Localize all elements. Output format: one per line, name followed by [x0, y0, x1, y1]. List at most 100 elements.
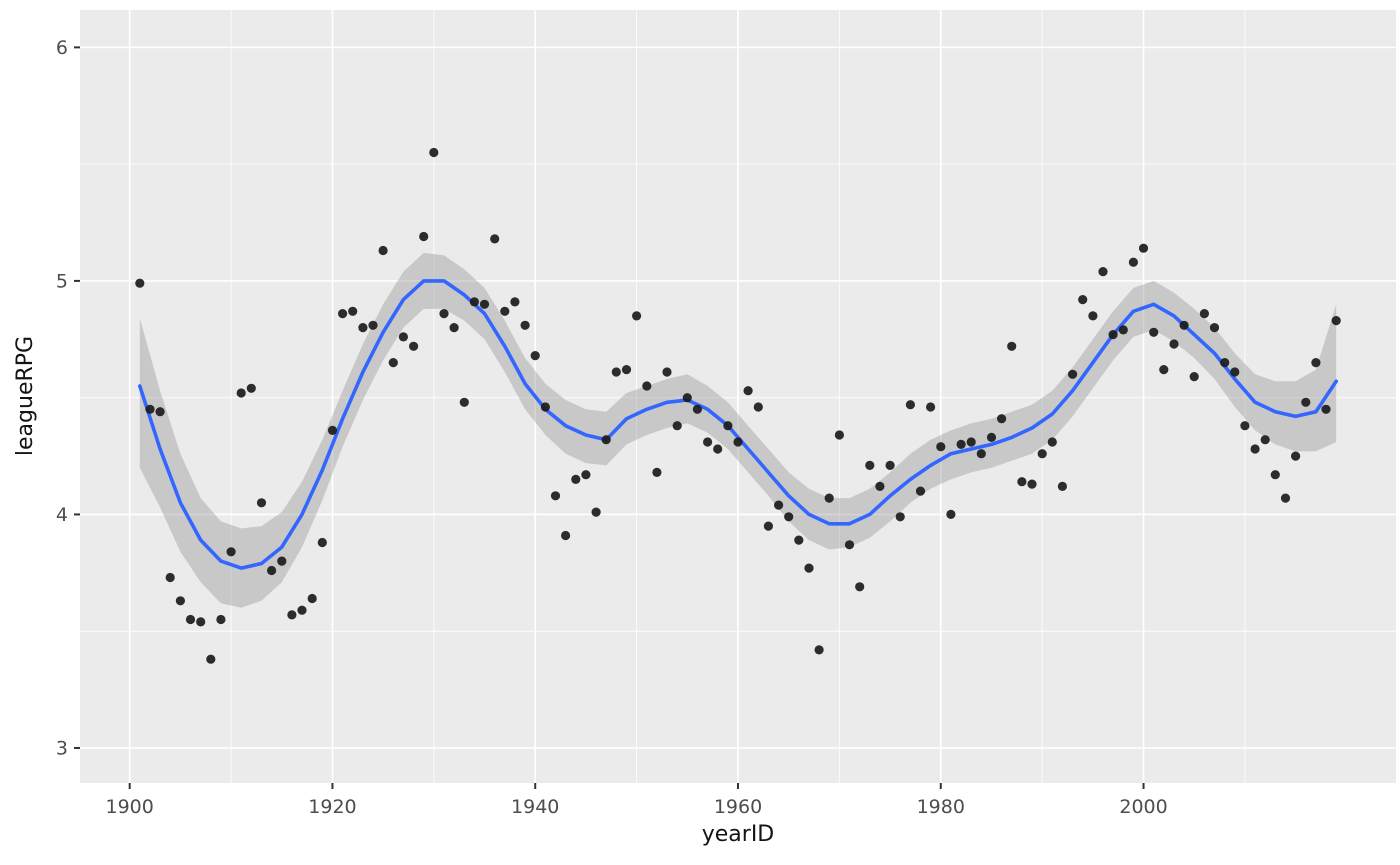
x-tick-label: 1960 — [714, 796, 762, 818]
data-point — [1321, 404, 1331, 414]
confidence-ribbon — [139, 252, 1337, 608]
data-point — [1017, 477, 1027, 487]
data-point — [1250, 444, 1260, 454]
data-point — [520, 320, 530, 330]
data-point — [510, 297, 520, 307]
data-point — [1159, 365, 1169, 375]
data-point — [601, 435, 611, 445]
data-point — [196, 617, 206, 627]
data-point — [814, 645, 824, 655]
x-axis-title: yearID — [701, 822, 775, 847]
data-point — [632, 311, 642, 321]
data-point — [206, 654, 216, 664]
data-point — [743, 386, 753, 396]
data-point — [1209, 323, 1220, 333]
data-point — [550, 491, 561, 501]
data-point — [905, 400, 916, 410]
y-tick-label: 6 — [56, 37, 68, 59]
y-tick-label: 4 — [56, 504, 68, 526]
data-point — [723, 421, 733, 431]
data-point — [753, 402, 763, 412]
data-point — [135, 278, 145, 288]
data-point — [388, 358, 398, 368]
data-point — [1331, 316, 1341, 326]
data-point — [1291, 451, 1301, 461]
data-point — [449, 323, 459, 333]
data-point — [338, 309, 348, 319]
scatter-points — [135, 147, 1341, 664]
data-point — [185, 614, 196, 625]
data-point — [1189, 372, 1199, 382]
data-point — [885, 460, 895, 470]
data-point — [784, 512, 794, 522]
data-point — [317, 537, 327, 548]
data-point — [1037, 449, 1047, 459]
data-point — [1047, 437, 1057, 447]
data-point — [926, 402, 936, 412]
data-point — [287, 610, 297, 620]
data-point — [277, 556, 287, 566]
data-point — [986, 432, 997, 442]
data-point — [997, 414, 1007, 424]
data-point — [500, 306, 510, 316]
data-point — [1179, 320, 1189, 330]
data-point — [145, 404, 155, 414]
data-point — [561, 530, 571, 541]
data-point — [763, 521, 774, 531]
data-point — [936, 442, 946, 452]
data-point — [703, 437, 713, 447]
data-point — [1280, 493, 1291, 503]
data-point — [946, 509, 956, 519]
data-point — [490, 234, 500, 244]
data-point — [1311, 358, 1321, 368]
data-point — [1220, 358, 1230, 368]
grid-major — [80, 10, 1396, 783]
data-point — [642, 381, 652, 391]
x-tick-label: 1900 — [105, 796, 153, 818]
data-point — [348, 306, 358, 316]
y-tick-label: 3 — [56, 737, 68, 759]
data-point — [378, 245, 388, 256]
data-point — [1270, 470, 1280, 480]
data-point — [571, 474, 581, 484]
data-point — [976, 449, 986, 459]
data-point — [1098, 267, 1108, 277]
data-point — [540, 402, 551, 412]
data-point — [824, 493, 834, 503]
data-point — [175, 596, 185, 606]
data-point — [236, 388, 246, 398]
x-tick-label: 1940 — [511, 796, 559, 818]
x-tick-label: 1980 — [917, 796, 965, 818]
data-point — [1118, 325, 1128, 335]
data-point — [226, 547, 236, 557]
data-point — [165, 572, 175, 583]
data-point — [966, 437, 976, 447]
data-point — [895, 512, 905, 522]
data-point — [591, 507, 601, 517]
data-point — [834, 430, 845, 440]
data-point — [1108, 330, 1118, 340]
data-point — [1057, 481, 1067, 491]
data-point — [479, 299, 490, 309]
data-point — [1260, 435, 1270, 445]
data-point — [733, 437, 743, 447]
data-point — [844, 540, 855, 550]
data-point — [713, 444, 723, 454]
data-point — [1169, 339, 1179, 349]
data-point — [216, 614, 226, 625]
x-tick-label: 1920 — [308, 796, 356, 818]
data-point — [1027, 479, 1037, 489]
data-point — [327, 425, 338, 435]
data-point — [155, 407, 165, 417]
data-point — [692, 404, 703, 414]
data-point — [439, 309, 449, 319]
data-point — [1128, 257, 1138, 267]
data-point — [855, 582, 865, 592]
smooth-line — [138, 279, 1338, 570]
data-point — [672, 421, 682, 431]
data-point — [682, 393, 692, 403]
data-point — [429, 147, 439, 158]
data-point — [794, 535, 804, 545]
